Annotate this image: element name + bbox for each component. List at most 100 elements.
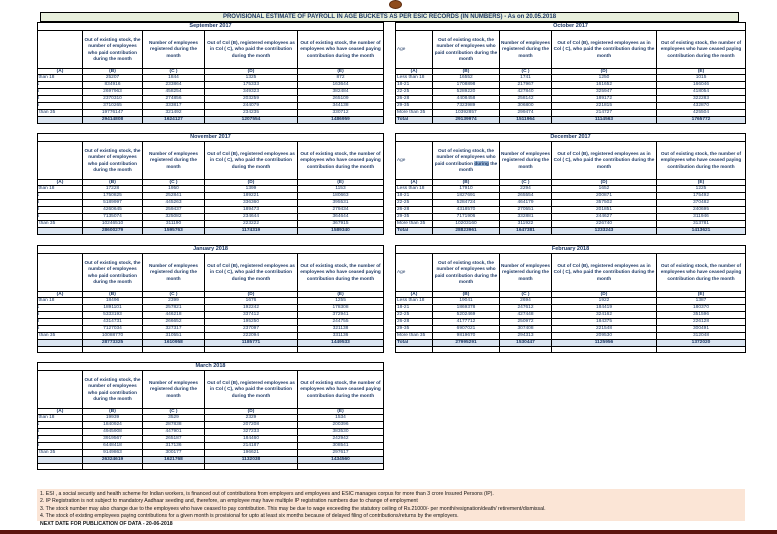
value-cell: 324162	[551, 311, 657, 319]
value-cell: 192242	[204, 304, 298, 312]
value-cell: 4945908	[82, 428, 143, 436]
col-d-header: Out of Col (B), registered employees as …	[204, 253, 298, 292]
value-cell: 19939	[82, 414, 143, 422]
value-cell: 17228	[82, 185, 143, 193]
value-cell: 19041	[432, 297, 500, 305]
age-group-cell: 22-25	[395, 88, 433, 96]
age-group-cell: 29-35	[395, 325, 433, 333]
value-cell: 1840924	[82, 421, 143, 429]
total-label-cell: Total	[395, 227, 433, 235]
total-value-cell: 29414808	[82, 116, 143, 124]
value-cell: 258142	[499, 95, 552, 103]
value-cell: 1255	[296, 297, 385, 305]
total-value-cell: 28600279	[82, 227, 143, 235]
report-title: PROVISIONAL ESTIMATE OF PAYROLL IN AGE B…	[40, 12, 739, 22]
value-cell: 3529	[142, 414, 205, 422]
value-cell: 9149863	[82, 449, 143, 457]
value-cell: 196621	[204, 449, 298, 457]
value-cell: 1922	[551, 297, 657, 305]
age-group-cell: 18-21	[395, 192, 433, 200]
value-cell: 244627	[551, 213, 657, 221]
value-cell: 357502	[551, 199, 657, 207]
age-group-cell: 18-21	[37, 192, 83, 200]
col-e-header: Out of existing stock, the number of emp…	[655, 30, 747, 69]
age-group-cell: 22-25	[395, 199, 433, 207]
value-cell: 279434	[297, 206, 384, 214]
age-group-cell: 26-28	[37, 206, 83, 214]
age-column-header: Age	[37, 30, 83, 69]
value-cell: 207208	[204, 421, 298, 429]
value-cell: 2399	[142, 297, 205, 305]
col-b-header: Out of existing stock, the number of emp…	[432, 141, 500, 180]
value-cell: 10246510	[82, 220, 143, 228]
value-cell: 6448418	[82, 442, 143, 450]
col-c-header: Number of employees registered during th…	[142, 141, 205, 180]
value-cell: 175333	[204, 81, 298, 89]
blank-cell	[82, 463, 143, 470]
value-cell: 17910	[432, 185, 500, 193]
value-cell: 1827691	[432, 192, 500, 200]
value-cell: 10203160	[432, 220, 500, 228]
total-value-cell: 1624127	[142, 116, 205, 124]
value-cell: 1869378	[432, 304, 500, 312]
age-group-cell: Less than 18	[395, 74, 433, 82]
value-cell: 370482	[655, 199, 747, 207]
next-publication-date: NEXT DATE FOR PUBLICATION OF DATA - 20-0…	[40, 521, 173, 527]
value-cell: 351596	[656, 311, 746, 319]
total-value-cell: 1530447	[499, 339, 552, 347]
value-cell: 221548	[551, 325, 657, 333]
value-cell: 266652	[142, 318, 205, 326]
age-group-cell: 29-35	[37, 213, 83, 221]
value-cell: 1399	[204, 185, 298, 193]
month-title: February 2018	[395, 245, 746, 254]
value-cell: 872	[296, 74, 385, 82]
value-cell: 300491	[656, 325, 746, 333]
value-cell: 175492	[655, 192, 747, 200]
value-cell: 336360	[204, 199, 298, 207]
value-cell: 458254	[142, 88, 205, 96]
blank-cell	[37, 463, 83, 470]
value-cell: 5333193	[82, 311, 143, 319]
col-c-header: Number of employees registered during th…	[499, 30, 552, 69]
total-label-cell: Total	[37, 456, 83, 464]
month-table: February 2018 Age Out of existing stock, t…	[395, 245, 746, 353]
age-group-cell: More than 35	[37, 449, 83, 457]
blank-cell	[296, 346, 385, 353]
value-cell: 237097	[204, 325, 298, 333]
col-c-header: Number of employees registered during th…	[142, 253, 205, 292]
total-value-cell: 1610958	[142, 339, 205, 347]
total-value-cell: 1765772	[655, 116, 747, 124]
value-cell: 221815	[551, 102, 657, 110]
value-cell: 265109	[296, 95, 385, 103]
value-cell: 311922	[499, 220, 552, 228]
value-cell: 6907021	[432, 325, 500, 333]
age-group-cell: 29-35	[395, 213, 433, 221]
value-cell: 189473	[204, 206, 298, 214]
value-cell: 364644	[297, 213, 384, 221]
value-cell: 240695	[655, 206, 747, 214]
value-cell: 325082	[142, 213, 205, 221]
value-cell: 2370310	[82, 95, 143, 103]
value-cell: 427448	[499, 311, 552, 319]
age-group-cell: 26-28	[395, 318, 433, 326]
value-cell: 337412	[204, 311, 298, 319]
month-title: March 2018	[37, 362, 384, 371]
age-group-cell: 22-25	[37, 428, 83, 436]
value-cell: 184375	[551, 318, 657, 326]
col-b-header: Out of existing stock, the number of emp…	[432, 30, 500, 69]
age-group-cell: 22-25	[37, 88, 83, 96]
value-cell: 4318570	[432, 206, 500, 214]
value-cell: 383530	[297, 428, 384, 436]
age-group-cell: Less than 18	[37, 414, 83, 422]
value-cell: 3919567	[82, 435, 143, 443]
blank-cell	[432, 346, 500, 353]
col-c-header: Number of employees registered during th…	[499, 141, 552, 180]
value-cell: 1225	[655, 185, 747, 193]
value-cell: 327317	[142, 325, 205, 333]
month-title: September 2017	[36, 22, 385, 31]
value-cell: 349323	[204, 88, 298, 96]
value-cell: 166046	[655, 81, 747, 89]
age-group-cell: More than 35	[37, 109, 83, 117]
